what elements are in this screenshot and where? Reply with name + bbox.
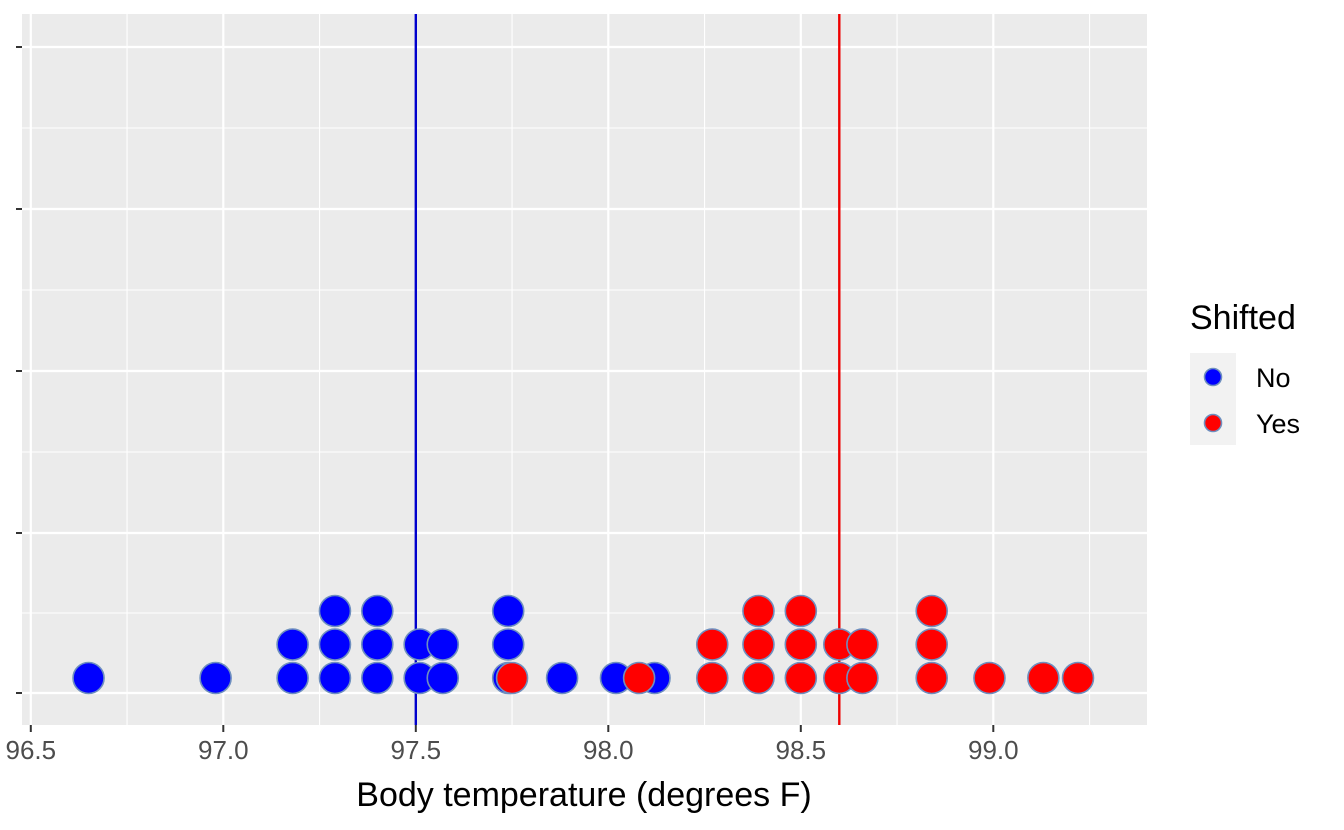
point-no: [491, 628, 525, 661]
point-yes: [784, 661, 818, 695]
minor-gridlines: [22, 14, 1147, 725]
point-no: [360, 628, 394, 661]
point-no: [199, 661, 232, 695]
point-yes: [784, 594, 818, 628]
x-tick-label: 98.0: [583, 735, 634, 765]
point-no: [318, 594, 352, 628]
point-yes: [846, 628, 879, 661]
point-yes: [846, 661, 879, 695]
legend-keys: No Yes: [1190, 353, 1300, 445]
x-axis-ticks: 96.5 97.0 97.5 98.0 98.5 99.0: [5, 725, 1019, 765]
point-yes: [915, 628, 949, 661]
legend-title: Shifted: [1190, 299, 1296, 337]
point-yes: [495, 661, 529, 695]
point-yes: [1061, 661, 1095, 695]
point-yes: [915, 594, 949, 628]
point-no: [426, 628, 460, 661]
reference-lines: [414, 14, 841, 725]
x-tick-label: 97.5: [390, 735, 441, 765]
point-no: [72, 661, 105, 695]
point-no: [426, 661, 460, 695]
legend: Shifted No Yes: [1190, 299, 1300, 445]
point-yes: [695, 661, 729, 695]
x-tick-label: 97.0: [198, 735, 249, 765]
point-no: [318, 628, 352, 661]
point-no: [276, 661, 309, 695]
point-yes: [1027, 661, 1060, 695]
point-no: [276, 628, 309, 661]
point-yes: [622, 661, 656, 695]
legend-label-no: No: [1256, 363, 1291, 393]
point-yes: [742, 594, 775, 628]
plot-panel: [22, 14, 1147, 725]
point-yes: [973, 661, 1006, 695]
point-yes: [742, 628, 775, 661]
x-axis-title: Body temperature (degrees F): [356, 776, 811, 814]
point-no: [318, 661, 352, 695]
data-points: [72, 594, 1095, 695]
point-no: [545, 661, 579, 695]
x-tick-label: 99.0: [968, 735, 1019, 765]
x-tick-label: 96.5: [5, 735, 56, 765]
point-yes: [695, 628, 729, 661]
legend-label-yes: Yes: [1256, 409, 1300, 439]
point-yes: [915, 661, 949, 695]
point-no: [360, 661, 394, 695]
legend-key-no: [1203, 367, 1223, 387]
point-yes: [784, 628, 818, 661]
point-no: [360, 594, 394, 628]
point-yes: [742, 661, 775, 695]
legend-key-yes: [1203, 413, 1223, 433]
point-no: [491, 594, 525, 628]
x-tick-label: 98.5: [775, 735, 826, 765]
